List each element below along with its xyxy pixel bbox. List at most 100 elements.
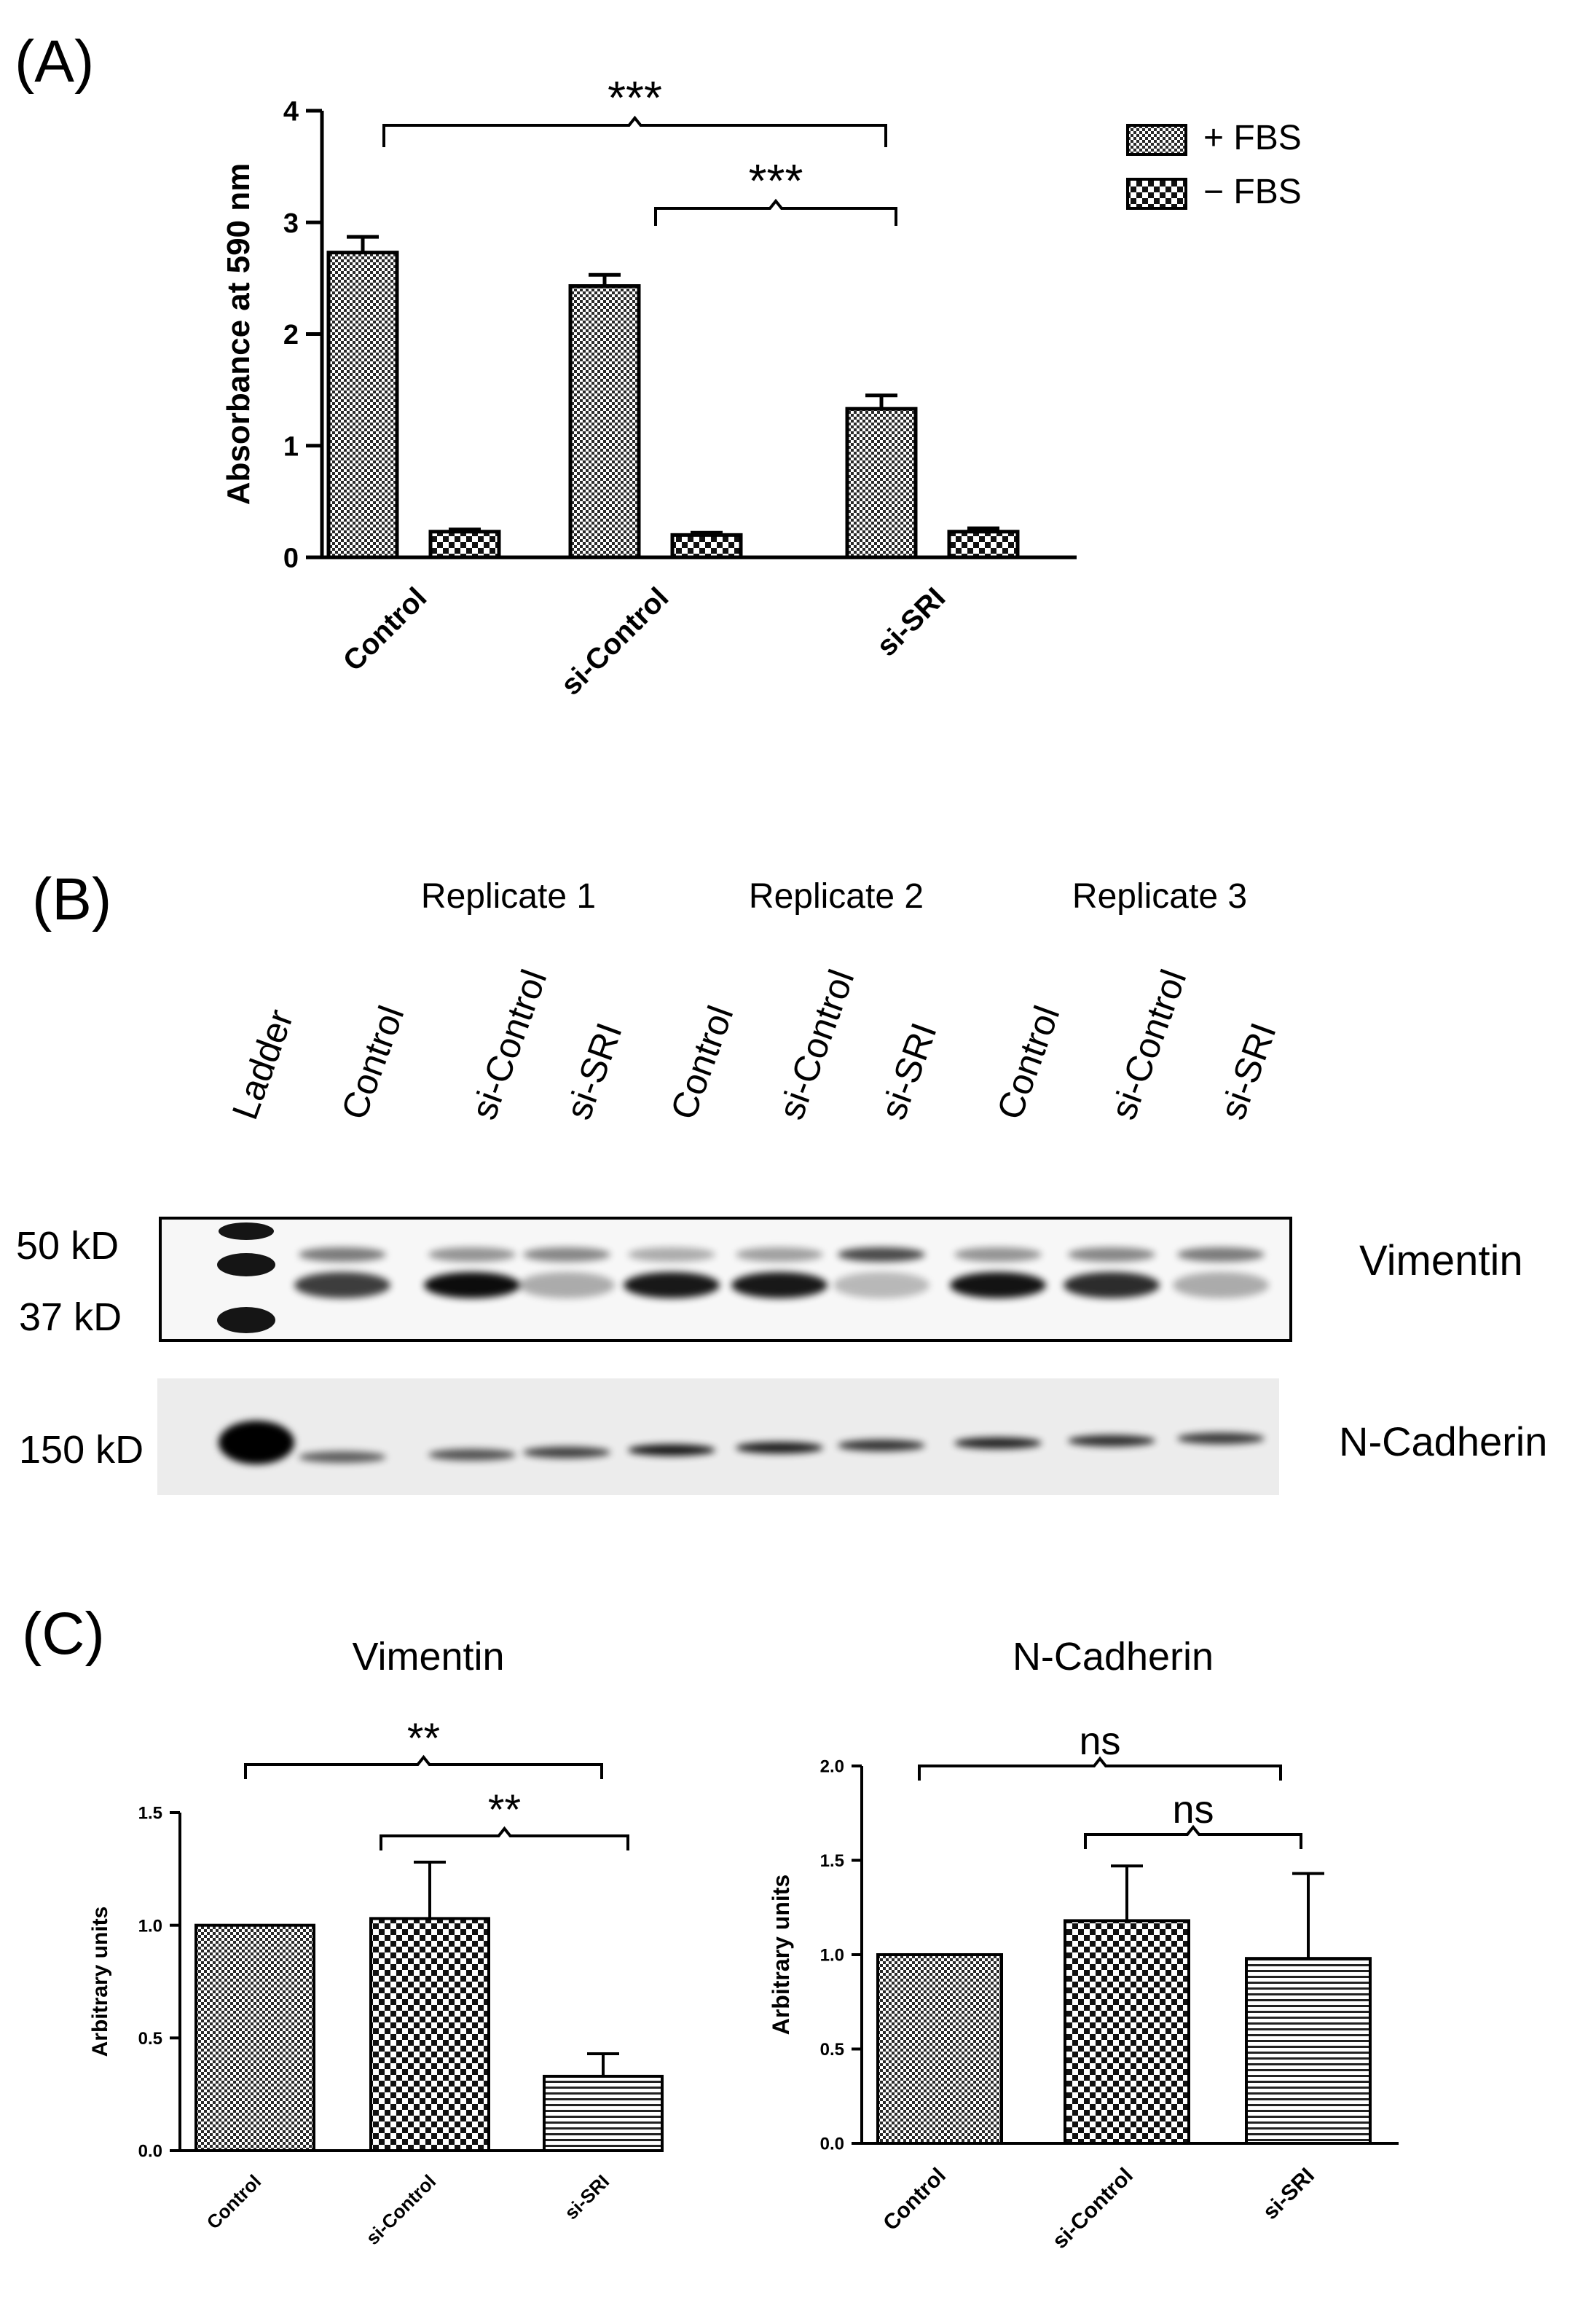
significance-bracket <box>380 1826 629 1850</box>
significance-bracket <box>654 198 897 226</box>
y-tick-label: 2 <box>283 320 299 350</box>
x-tick-label: Control <box>878 2164 951 2236</box>
ncadherin-band <box>428 1448 516 1461</box>
panel-c-label: (C) <box>22 1601 105 1667</box>
y-tick-label: 0.0 <box>820 2135 844 2154</box>
ncadherin-band <box>1068 1434 1155 1447</box>
bar <box>1245 1957 1372 2145</box>
chart-title: N-Cadherin <box>1013 1635 1214 1679</box>
lane-label: si-SRI <box>1212 1018 1284 1125</box>
vimentin-band-lower <box>424 1272 520 1298</box>
chart-title: Vimentin <box>352 1635 504 1679</box>
vimentin-band-lower <box>1173 1272 1269 1298</box>
y-tick-label: 1.0 <box>138 1916 162 1936</box>
lane-label: Control <box>334 1000 412 1125</box>
x-tick-label: si-SRI <box>560 2170 613 2223</box>
y-tick-label: 1.0 <box>820 1946 844 1966</box>
lane-label: si-SRI <box>558 1018 630 1125</box>
x-tick-label: si-Control <box>555 581 675 702</box>
y-tick-label: 0.0 <box>138 2142 162 2162</box>
ladder-band <box>219 1421 294 1464</box>
significance-bracket <box>1084 1824 1302 1849</box>
marker-label: 150 kD <box>19 1428 144 1472</box>
panel-a-label: (A) <box>15 28 94 95</box>
significance-label: ns <box>1079 1719 1120 1763</box>
vimentin-band-upper <box>428 1247 516 1262</box>
bar <box>543 2074 664 2152</box>
lane-label: Ladder <box>224 1004 302 1124</box>
bar <box>1064 1919 1190 2145</box>
significance-bracket <box>382 115 887 147</box>
marker-label: 37 kD <box>19 1295 122 1339</box>
vimentin-band-upper <box>1177 1247 1265 1262</box>
y-tick-label: 0 <box>283 543 299 574</box>
replicate-label: Replicate 2 <box>749 877 924 916</box>
ncadherin-band <box>299 1451 386 1463</box>
y-tick-label: 2.0 <box>820 1757 844 1777</box>
y-axis-label: Arbitrary units <box>88 1907 112 2057</box>
lane-label: si-Control <box>771 965 862 1125</box>
significance-label: *** <box>749 154 803 207</box>
lane-label: Control <box>663 1000 742 1125</box>
x-tick-label: Control <box>203 2170 266 2234</box>
x-tick-label: si-SRI <box>1258 2164 1318 2224</box>
replicate-label: Replicate 3 <box>1072 877 1247 916</box>
significance-label: ** <box>407 1715 440 1762</box>
y-tick-label: 0.5 <box>138 2029 162 2049</box>
vimentin-band-upper <box>838 1247 925 1262</box>
significance-label: *** <box>608 71 662 124</box>
chart-c-vimentin: 0.0 0.5 1.0 1.5 Arbitrary units Vimentin Contr… <box>88 1635 664 2249</box>
bar <box>876 1953 1003 2145</box>
vimentin-band-upper <box>736 1247 823 1262</box>
bar <box>947 530 1020 560</box>
legend-label: − FBS <box>1203 173 1302 211</box>
vimentin-band-lower <box>731 1272 828 1298</box>
bar <box>568 284 641 560</box>
vimentin-band-upper <box>299 1247 386 1262</box>
y-axis-label: Absorbance at 590 nm <box>221 163 256 506</box>
bar <box>670 533 743 560</box>
marker-label: 50 kD <box>16 1224 119 1268</box>
western-blot: Replicate 1 Replicate 2 Replicate 3 Ladder C… <box>16 877 1547 1495</box>
bar <box>326 251 399 560</box>
lane-label: si-Control <box>1103 965 1195 1125</box>
chart-a: 0 1 2 3 4 Absorbance at 590 nm Control si-Contr… <box>221 71 1302 702</box>
legend-swatch <box>1126 178 1187 210</box>
significance-label: ns <box>1172 1788 1214 1832</box>
y-axis-label: Arbitrary units <box>768 1875 794 2035</box>
y-tick-label: 4 <box>283 97 299 127</box>
x-tick-label: si-Control <box>1047 2164 1138 2254</box>
significance-bracket <box>918 1756 1282 1781</box>
vimentin-band-lower <box>950 1272 1046 1298</box>
vimentin-band-upper <box>1068 1247 1155 1262</box>
vimentin-band-upper <box>628 1247 715 1262</box>
ncadherin-band <box>838 1440 925 1451</box>
replicate-label: Replicate 1 <box>421 877 596 916</box>
vimentin-band-upper <box>523 1247 610 1262</box>
ncadherin-band <box>523 1446 610 1459</box>
legend-label: + FBS <box>1203 119 1302 157</box>
x-tick-label: si-Control <box>361 2170 440 2249</box>
bar <box>194 1923 315 2153</box>
x-tick-label: si-SRI <box>870 581 951 662</box>
vimentin-band-lower <box>833 1272 929 1298</box>
ladder-band <box>219 1222 274 1240</box>
ncadherin-band <box>628 1444 715 1456</box>
ladder-band <box>217 1307 275 1333</box>
ncadherin-band <box>1177 1432 1265 1445</box>
vimentin-band-upper <box>954 1247 1042 1262</box>
lane-label: Control <box>989 1000 1068 1125</box>
y-tick-label: 3 <box>283 208 299 239</box>
vimentin-band-lower <box>519 1272 615 1298</box>
bar <box>845 407 918 560</box>
y-tick-label: 1.5 <box>138 1804 162 1824</box>
lane-label: si-SRI <box>873 1018 945 1125</box>
vimentin-band-lower <box>1064 1272 1160 1298</box>
ncadherin-band <box>954 1437 1042 1449</box>
y-tick-label: 1.5 <box>820 1851 844 1871</box>
protein-label: Vimentin <box>1359 1237 1523 1284</box>
panel-b-label: (B) <box>32 866 111 933</box>
significance-bracket <box>244 1754 603 1779</box>
ncadherin-band <box>736 1442 823 1454</box>
